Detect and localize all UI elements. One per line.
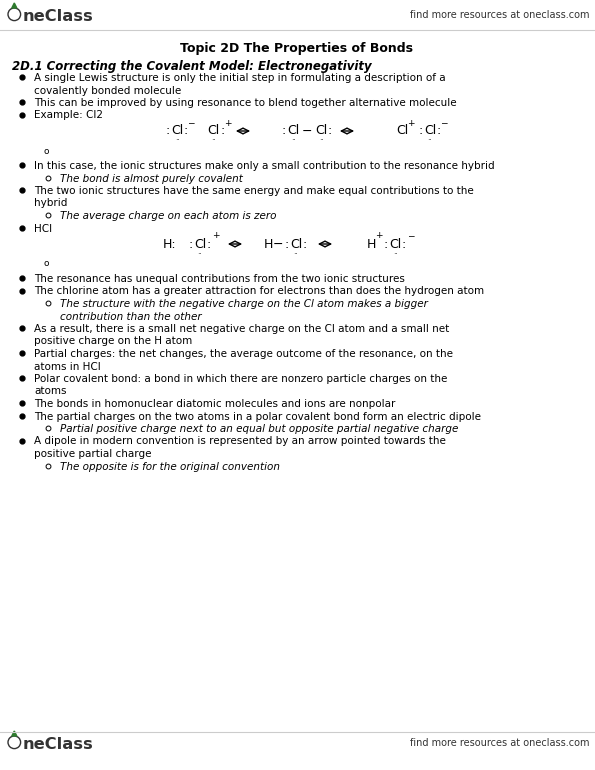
Text: Cl: Cl [171,125,183,138]
Text: positive partial charge: positive partial charge [34,449,152,459]
Text: +: + [375,232,383,240]
Text: This can be improved by using resonance to blend together alternative molecule: This can be improved by using resonance … [34,98,456,108]
Text: :: : [282,125,286,138]
Text: The resonance has unequal contributions from the two ionic structures: The resonance has unequal contributions … [34,274,405,284]
Text: ..: .. [198,246,202,256]
Text: 2D.1 Correcting the Covalent Model: Electronegativity: 2D.1 Correcting the Covalent Model: Elec… [12,60,372,73]
Text: ..: .. [211,133,215,142]
Text: ..: .. [293,233,298,242]
Text: −: − [407,232,415,240]
Text: ..: .. [319,119,323,129]
Text: hybrid: hybrid [34,199,67,209]
Text: −: − [440,119,448,128]
Text: Cl: Cl [424,125,436,138]
Text: In this case, the ionic structures make only a small contribution to the resonan: In this case, the ionic structures make … [34,161,494,171]
Text: :: : [437,125,441,138]
Text: Partial charges: the net changes, the average outcome of the resonance, on the: Partial charges: the net changes, the av… [34,349,453,359]
Text: neClass: neClass [23,9,93,24]
Text: Cl: Cl [194,237,206,250]
Text: Cl: Cl [396,125,408,138]
Text: The structure with the negative charge on the Cl atom makes a bigger: The structure with the negative charge o… [60,299,428,309]
Text: ..: .. [290,133,295,142]
Text: As a result, there is a small net negative charge on the Cl atom and a small net: As a result, there is a small net negati… [34,324,449,334]
Text: +: + [224,119,231,128]
Text: The chlorine atom has a greater attraction for electrons than does the hydrogen : The chlorine atom has a greater attracti… [34,286,484,296]
Text: +: + [212,232,220,240]
Polygon shape [12,731,17,736]
Text: ..: .. [319,133,323,142]
Text: Cl: Cl [207,125,219,138]
Text: ..: .. [293,246,298,256]
Text: :: : [221,125,225,138]
Text: :: : [419,125,423,138]
Text: ..: .. [393,233,397,242]
Text: :: : [328,125,332,138]
Text: The opposite is for the original convention: The opposite is for the original convent… [60,461,280,471]
Text: :: : [303,237,307,250]
Text: o: o [43,146,49,156]
Text: The average charge on each atom is zero: The average charge on each atom is zero [60,211,277,221]
Text: Cl: Cl [290,237,302,250]
Text: −: − [187,119,195,128]
Text: neClass: neClass [23,737,93,752]
Text: contribution than the other: contribution than the other [60,312,202,322]
Text: atoms: atoms [34,387,67,397]
Text: ..: .. [393,246,397,256]
Text: ..: .. [428,133,433,142]
Text: +: + [407,119,415,128]
Text: ..: .. [174,119,179,129]
Text: H: H [367,237,375,250]
Text: Cl: Cl [315,125,327,138]
Text: atoms in HCl: atoms in HCl [34,361,101,371]
Text: :: : [184,125,188,138]
Text: :: : [402,237,406,250]
Text: Polar covalent bond: a bond in which there are nonzero particle charges on the: Polar covalent bond: a bond in which the… [34,374,447,384]
Text: H:: H: [163,237,177,250]
Text: Cl: Cl [287,125,299,138]
Text: The bonds in homonuclear diatomic molecules and ions are nonpolar: The bonds in homonuclear diatomic molecu… [34,399,395,409]
Text: ..: .. [428,119,433,129]
Text: A dipole in modern convention is represented by an arrow pointed towards the: A dipole in modern convention is represe… [34,437,446,447]
Text: :: : [285,237,289,250]
Text: :: : [384,237,388,250]
Text: :: : [166,125,170,138]
Text: −: − [302,125,312,138]
Text: Topic 2D The Properties of Bonds: Topic 2D The Properties of Bonds [180,42,414,55]
Text: Cl: Cl [389,237,401,250]
Polygon shape [12,3,17,8]
Text: ..: .. [174,133,179,142]
Text: find more resources at oneclass.com: find more resources at oneclass.com [411,10,590,20]
Text: covalently bonded molecule: covalently bonded molecule [34,85,181,95]
Text: −: − [273,237,283,250]
Text: ..: .. [290,119,295,129]
Text: HCl: HCl [34,223,52,233]
Text: Example: Cl2: Example: Cl2 [34,111,103,120]
Text: ..: .. [211,119,215,129]
Text: H: H [264,237,273,250]
Text: Partial positive charge next to an equal but opposite partial negative charge: Partial positive charge next to an equal… [60,424,458,434]
Text: ..: .. [198,233,202,242]
Text: o: o [43,259,49,269]
Text: A single Lewis structure is only the initial step in formulating a description o: A single Lewis structure is only the ini… [34,73,446,83]
Text: positive charge on the H atom: positive charge on the H atom [34,336,192,346]
Text: The partial charges on the two atoms in a polar covalent bond form an electric d: The partial charges on the two atoms in … [34,411,481,421]
Text: The two ionic structures have the same energy and make equal contributions to th: The two ionic structures have the same e… [34,186,474,196]
Text: find more resources at oneclass.com: find more resources at oneclass.com [411,738,590,748]
Text: The bond is almost purely covalent: The bond is almost purely covalent [60,173,243,183]
Text: :: : [189,237,193,250]
Text: :: : [207,237,211,250]
